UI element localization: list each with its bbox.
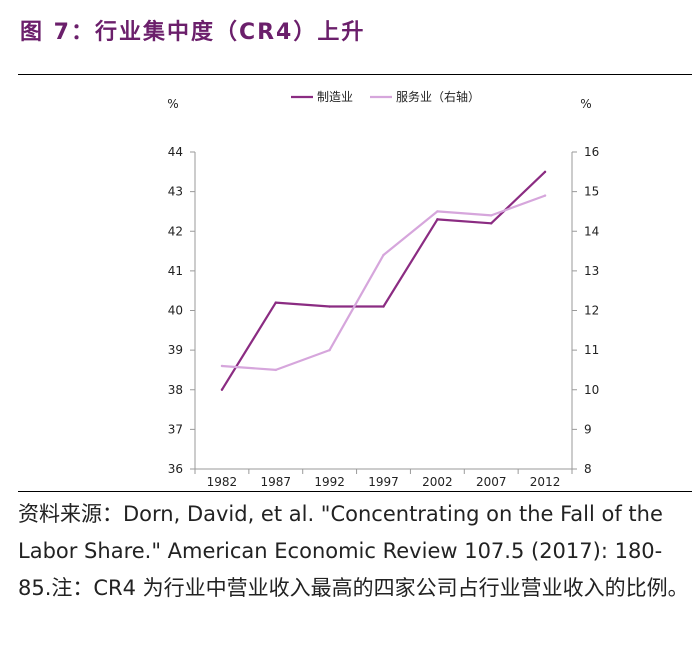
x-tick-label: 1987 bbox=[261, 475, 292, 489]
x-tick-label: 2002 bbox=[422, 475, 453, 489]
y-left-tick-label: 43 bbox=[168, 185, 183, 199]
chart-axes: % % 36 37 38 39 40 41 42 43 44 8 9 10 11 12 13 14 15 16 1982… bbox=[167, 97, 599, 489]
y-right-tick-label: 13 bbox=[584, 264, 599, 278]
series-1-point bbox=[220, 388, 224, 391]
series-2-point bbox=[543, 194, 547, 197]
series-1-point bbox=[382, 305, 385, 308]
y-left-tick-label: 42 bbox=[168, 224, 183, 238]
y-right-tick-label: 8 bbox=[584, 462, 592, 476]
figure-title: 图 7：行业集中度（CR4）上升 bbox=[20, 20, 366, 45]
y-left-tick-label: 38 bbox=[168, 383, 183, 397]
y-right-tick-label: 10 bbox=[584, 383, 599, 397]
series-1-point bbox=[328, 305, 331, 308]
bottom-rule bbox=[18, 491, 692, 492]
legend-label-2: 服务业（右轴） bbox=[396, 89, 480, 104]
chart-series bbox=[220, 170, 547, 391]
series-2-point bbox=[220, 364, 224, 368]
series-2-point bbox=[382, 253, 385, 257]
series-2-point bbox=[490, 214, 493, 217]
line-chart: 制造业 服务业（右轴） % % 36 37 38 39 40 41 42 43 44 8 9 10 11 12 1… bbox=[167, 89, 599, 489]
series-2-point bbox=[328, 348, 331, 352]
chart-legend: 制造业 服务业（右轴） bbox=[291, 89, 480, 104]
y-right-tick-label: 11 bbox=[584, 343, 599, 357]
series-1-point bbox=[490, 222, 493, 225]
y-right-unit-label: % bbox=[580, 97, 591, 111]
x-tick-label: 2012 bbox=[530, 475, 561, 489]
series-line-1 bbox=[220, 171, 546, 391]
y-right-tick-label: 16 bbox=[584, 145, 599, 159]
y-right-tick-label: 14 bbox=[584, 224, 599, 238]
series-line-2 bbox=[221, 194, 546, 371]
series-1-point bbox=[436, 218, 439, 221]
y-left-tick-label: 41 bbox=[168, 264, 183, 278]
legend-label-1: 制造业 bbox=[317, 90, 353, 104]
y-right-tick-label: 9 bbox=[584, 422, 592, 436]
series-2-point bbox=[436, 210, 439, 213]
top-rule bbox=[18, 74, 692, 75]
y-left-tick-label: 44 bbox=[168, 145, 183, 159]
x-tick-label: 1982 bbox=[207, 475, 238, 489]
y-right-tick-label: 15 bbox=[584, 185, 599, 199]
y-left-tick-label: 37 bbox=[168, 422, 183, 436]
series-1-point bbox=[274, 301, 277, 304]
y-left-tick-label: 39 bbox=[168, 343, 183, 357]
source-note: 资料来源：Dorn, David, et al. "Concentrating … bbox=[18, 502, 689, 600]
x-tick-label: 1997 bbox=[368, 475, 399, 489]
y-left-tick-label: 40 bbox=[168, 304, 183, 318]
series-1-point bbox=[543, 170, 547, 174]
series-2-point bbox=[274, 368, 277, 372]
y-left-tick-label: 36 bbox=[168, 462, 183, 476]
x-tick-label: 1992 bbox=[314, 475, 345, 489]
y-left-unit-label: % bbox=[167, 97, 178, 111]
y-right-tick-label: 12 bbox=[584, 304, 599, 318]
x-tick-label: 2007 bbox=[476, 475, 507, 489]
